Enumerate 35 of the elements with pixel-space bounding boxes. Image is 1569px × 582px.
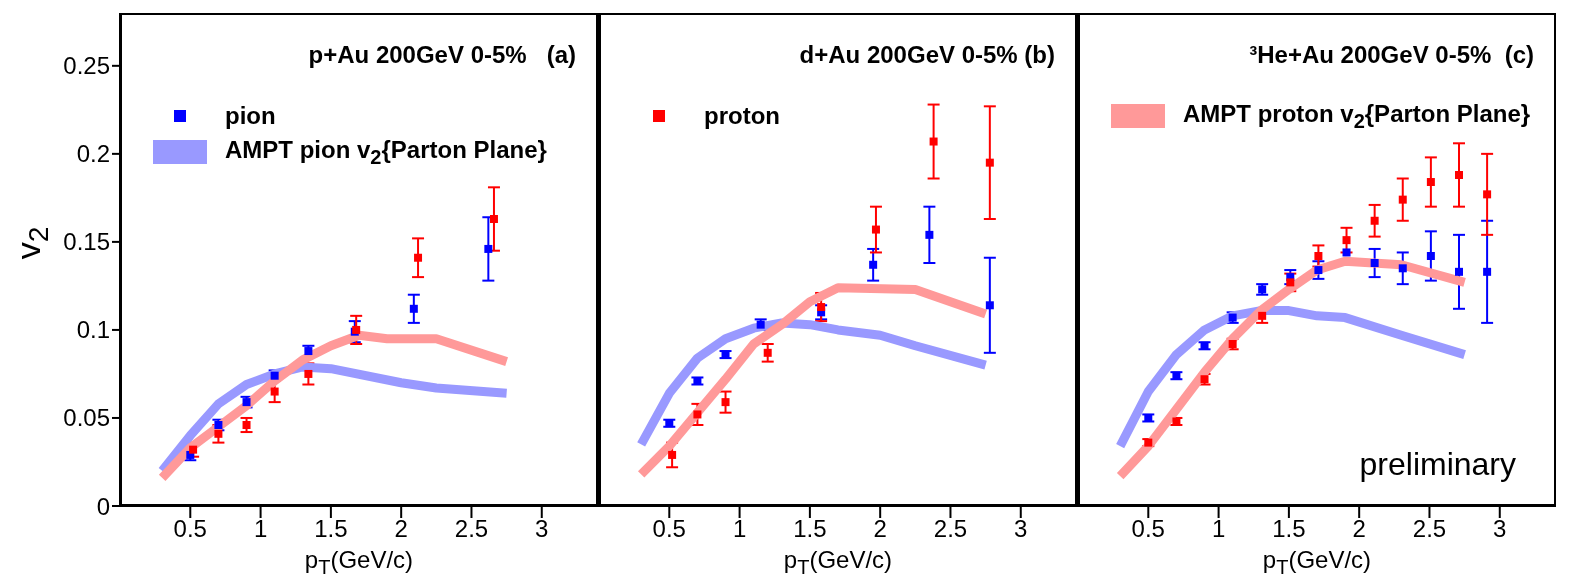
x-tick-label: 0.5 — [652, 515, 686, 543]
x-tick-label: 3 — [1014, 515, 1028, 543]
legend-label: AMPT pion v$_{2}${Parton Plane} — [225, 135, 547, 168]
text: ³He+Au 200GeV 0-5% (c) — [1249, 41, 1534, 68]
y-tick-label: 0.1 — [76, 316, 110, 344]
y-tick-label: 0.25 — [63, 52, 110, 80]
x-tick-label: 3 — [1493, 515, 1507, 543]
x-tick-label: 2.5 — [933, 515, 968, 543]
x-axis-title: p$_{T}$(GeV/c) — [1262, 546, 1372, 578]
x-tick-label: 2.5 — [454, 515, 489, 543]
x-tick-label: 1.5 — [314, 515, 348, 543]
text: d+Au 200GeV 0-5% (b) — [799, 41, 1055, 68]
x-tick-label: 1 — [732, 515, 747, 543]
x-tick-label: 1 — [253, 515, 268, 543]
x-axis-title: p$_{T}$(GeV/c) — [304, 546, 414, 578]
x-tick-label: 0.5 — [173, 515, 207, 543]
y-tick-label: 0.05 — [63, 404, 110, 432]
legend-label: pion — [225, 102, 276, 129]
x-tick-label: 1.5 — [1272, 515, 1306, 543]
x-axis-title: p$_{T}$(GeV/c) — [783, 546, 893, 578]
x-tick-label: 3 — [535, 515, 549, 543]
text: p+Au 200GeV 0-5% (a) — [308, 41, 576, 68]
legend-label: proton — [704, 102, 780, 129]
annotation: preliminary — [1359, 446, 1516, 482]
y-tick-label: 0.15 — [63, 228, 110, 256]
legend-label: AMPT proton v$_{2}${Parton Plane} — [1183, 99, 1531, 132]
x-tick-label: 0.5 — [1131, 515, 1165, 543]
x-tick-label: 1.5 — [793, 515, 827, 543]
x-tick-label: 2 — [1352, 515, 1366, 543]
x-tick-label: 2.5 — [1412, 515, 1447, 543]
y-tick-label: 0 — [96, 492, 110, 520]
x-tick-label: 2 — [873, 515, 887, 543]
x-tick-label: 2 — [394, 515, 408, 543]
y-tick-label: 0.2 — [76, 140, 110, 168]
x-tick-label: 1 — [1211, 515, 1226, 543]
